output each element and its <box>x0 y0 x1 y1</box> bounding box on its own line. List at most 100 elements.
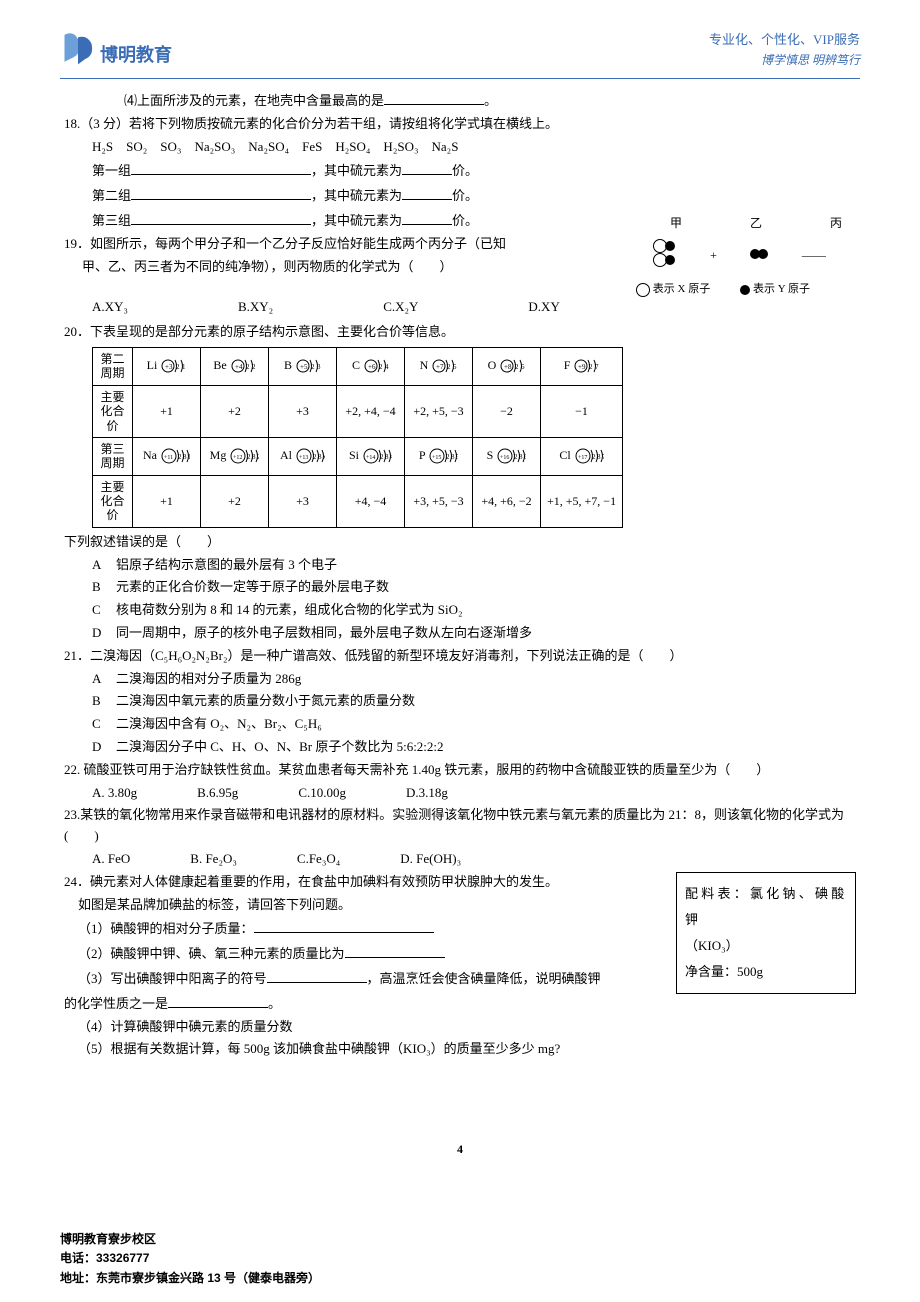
svg-text:+15: +15 <box>432 455 441 461</box>
svg-text:7: 7 <box>595 363 599 371</box>
svg-text:+7: +7 <box>436 363 444 371</box>
q17-suffix: 。 <box>484 93 497 108</box>
element-cell: C +624 <box>337 347 405 385</box>
svg-text:+17: +17 <box>578 455 587 461</box>
valence-cell: +2 <box>201 385 269 437</box>
blank-field[interactable] <box>168 992 268 1008</box>
q24-p4: （4）计算碘酸钾中碘元素的质量分数 <box>64 1017 856 1038</box>
svg-text:+8: +8 <box>504 363 512 371</box>
element-cell: Li +321 <box>133 347 201 385</box>
end-text: 价。 <box>452 213 478 228</box>
option-d[interactable]: D.3.18g <box>406 783 448 804</box>
svg-text:8: 8 <box>519 453 523 461</box>
blank-field[interactable] <box>131 159 311 175</box>
svg-text:2: 2 <box>257 453 259 461</box>
molecule-yi <box>750 246 768 265</box>
footer-campus: 博明教育寮步校区 <box>60 1230 320 1249</box>
svg-text:2: 2 <box>313 453 317 461</box>
element-cell: B +523 <box>269 347 337 385</box>
option-d[interactable]: D同一周期中，原子的核外电子层数相同，最外层电子数从左向右逐渐增多 <box>92 623 856 644</box>
option-c[interactable]: C.X₂Y <box>383 297 418 318</box>
svg-text:+5: +5 <box>300 363 308 371</box>
option-c[interactable]: C二溴海因中含有 O₂、N₂、Br₂、C₅H₆ <box>92 714 856 735</box>
option-a[interactable]: A.XY₃ <box>92 297 128 318</box>
option-c[interactable]: C.Fe₃O₄ <box>297 849 340 870</box>
svg-text:2: 2 <box>447 363 451 371</box>
element-cell: Cl +17287 <box>541 437 623 475</box>
valence-cell: +2, +5, −3 <box>405 385 473 437</box>
q22-options: A. 3.80g B.6.95g C.10.00g D.3.18g <box>64 783 856 804</box>
q20-question: 下列叙述错误的是（ ） <box>64 532 856 553</box>
q18-intro: 18.（3 分）若将下列物质按硫元素的化合价分为若干组，请按组将化学式填在横线上… <box>64 114 856 135</box>
q21-intro: 21．二溴海因（C₅H₆O₂N₂Br₂）是一种广谱高效、低残留的新型环境友好消毒… <box>64 646 856 667</box>
arrow-icon: —— <box>802 246 826 265</box>
ingredient-box: 配 料 表 ： 氯 化 钠 、 碘 酸 钾 （KIO₃） 净含量：500g <box>676 872 856 994</box>
option-b[interactable]: B二溴海因中氧元素的质量分数小于氮元素的质量分数 <box>92 691 856 712</box>
svg-text:x: x <box>323 453 325 461</box>
svg-text:8: 8 <box>385 453 389 461</box>
legend-x: 表示 X 原子 <box>636 281 710 299</box>
q20-intro: 20．下表呈现的是部分元素的原子结构示意图、主要化合价等信息。 <box>64 322 856 343</box>
option-c[interactable]: C.10.00g <box>298 783 346 804</box>
q19-wrapper: 甲 乙 丙 + —— <box>64 234 856 318</box>
svg-text:2: 2 <box>515 363 519 371</box>
option-b[interactable]: B元素的正化合价数一定等于原子的最外层电子数 <box>92 577 856 598</box>
valence-cell: +2, +4, −4 <box>337 385 405 437</box>
page-number: 4 <box>60 1140 860 1159</box>
svg-text:2: 2 <box>311 363 315 371</box>
q24-p3c: 的化学性质之一是。 <box>64 992 856 1015</box>
svg-text:8: 8 <box>183 453 187 461</box>
valence-cell: −1 <box>541 385 623 437</box>
svg-text:+4: +4 <box>235 363 243 371</box>
molecule-jia <box>653 239 677 273</box>
q20-answers: A铝原子结构示意图的最外层有 3 个电子 B元素的正化合价数一定等于原子的最外层… <box>64 555 856 644</box>
valence-cell: +2 <box>201 475 269 527</box>
svg-text:8: 8 <box>318 453 322 461</box>
group2-label: 第二组 <box>92 188 131 203</box>
blank-field[interactable] <box>267 967 367 983</box>
q21-answers: A二溴海因的相对分子质量为 286g B二溴海因中氧元素的质量分数小于氮元素的质… <box>64 669 856 758</box>
element-cell: Mg +12282 <box>201 437 269 475</box>
table-row: 主要化合价 +1 +2 +3 +2, +4, −4 +2, +5, −3 −2 … <box>93 385 623 437</box>
option-b[interactable]: B. Fe₂O₃ <box>190 849 237 870</box>
element-cell: Na +11281 <box>133 437 201 475</box>
table-row: 第二周期 Li +321 Be +422 B +523 C +624 N +72… <box>93 347 623 385</box>
valence-cell: +4, +6, −2 <box>473 475 541 527</box>
blank-field[interactable] <box>131 209 311 225</box>
element-cell: S +16286 <box>473 437 541 475</box>
footer-address: 地址：东莞市寮步镇金兴路 13 号（健泰电器旁） <box>60 1269 320 1288</box>
element-cell: Al +1328x <box>269 437 337 475</box>
blank-field[interactable] <box>402 209 452 225</box>
option-a[interactable]: A二溴海因的相对分子质量为 286g <box>92 669 856 690</box>
option-a[interactable]: A. 3.80g <box>92 783 137 804</box>
blank-field[interactable] <box>345 942 445 958</box>
q23-options: A. FeO B. Fe₂O₃ C.Fe₃O₄ D. Fe(OH)₃ <box>64 849 856 870</box>
option-b[interactable]: B.6.95g <box>197 783 238 804</box>
svg-text:2: 2 <box>592 453 596 461</box>
box-line2: （KIO₃） <box>685 933 847 959</box>
plus-sign: + <box>710 246 717 265</box>
blank-field[interactable] <box>402 184 452 200</box>
svg-text:2: 2 <box>178 453 182 461</box>
option-a[interactable]: A铝原子结构示意图的最外层有 3 个电子 <box>92 555 856 576</box>
blank-field[interactable] <box>131 184 311 200</box>
option-d[interactable]: D二溴海因分子中 C、H、O、N、Br 原子个数比为 5:6:2:2:2 <box>92 737 856 758</box>
svg-text:5: 5 <box>453 363 457 371</box>
element-cell: O +826 <box>473 347 541 385</box>
option-b[interactable]: B.XY₂ <box>238 297 273 318</box>
blank-field[interactable] <box>384 89 484 105</box>
option-d[interactable]: D.XY <box>528 297 559 318</box>
valence-cell: +3, +5, −3 <box>405 475 473 527</box>
svg-text:+16: +16 <box>500 455 509 461</box>
table-row: 主要化合价 +1 +2 +3 +4, −4 +3, +5, −3 +4, +6,… <box>93 475 623 527</box>
row-header: 主要化合价 <box>93 385 133 437</box>
blank-field[interactable] <box>254 917 434 933</box>
q22-text: 22. 硫酸亚铁可用于治疗缺铁性贫血。某贫血患者每天需补充 1.40g 铁元素，… <box>64 760 856 781</box>
option-c[interactable]: C核电荷数分别为 8 和 14 的元素，组成化合物的化学式为 SiO₂ <box>92 600 856 621</box>
valence-cell: +3 <box>269 385 337 437</box>
q19-options: A.XY₃ B.XY₂ C.X₂Y D.XY <box>64 297 856 318</box>
blank-field[interactable] <box>402 159 452 175</box>
option-d[interactable]: D. Fe(OH)₃ <box>400 849 461 870</box>
option-a[interactable]: A. FeO <box>92 849 130 870</box>
valence-cell: −2 <box>473 385 541 437</box>
